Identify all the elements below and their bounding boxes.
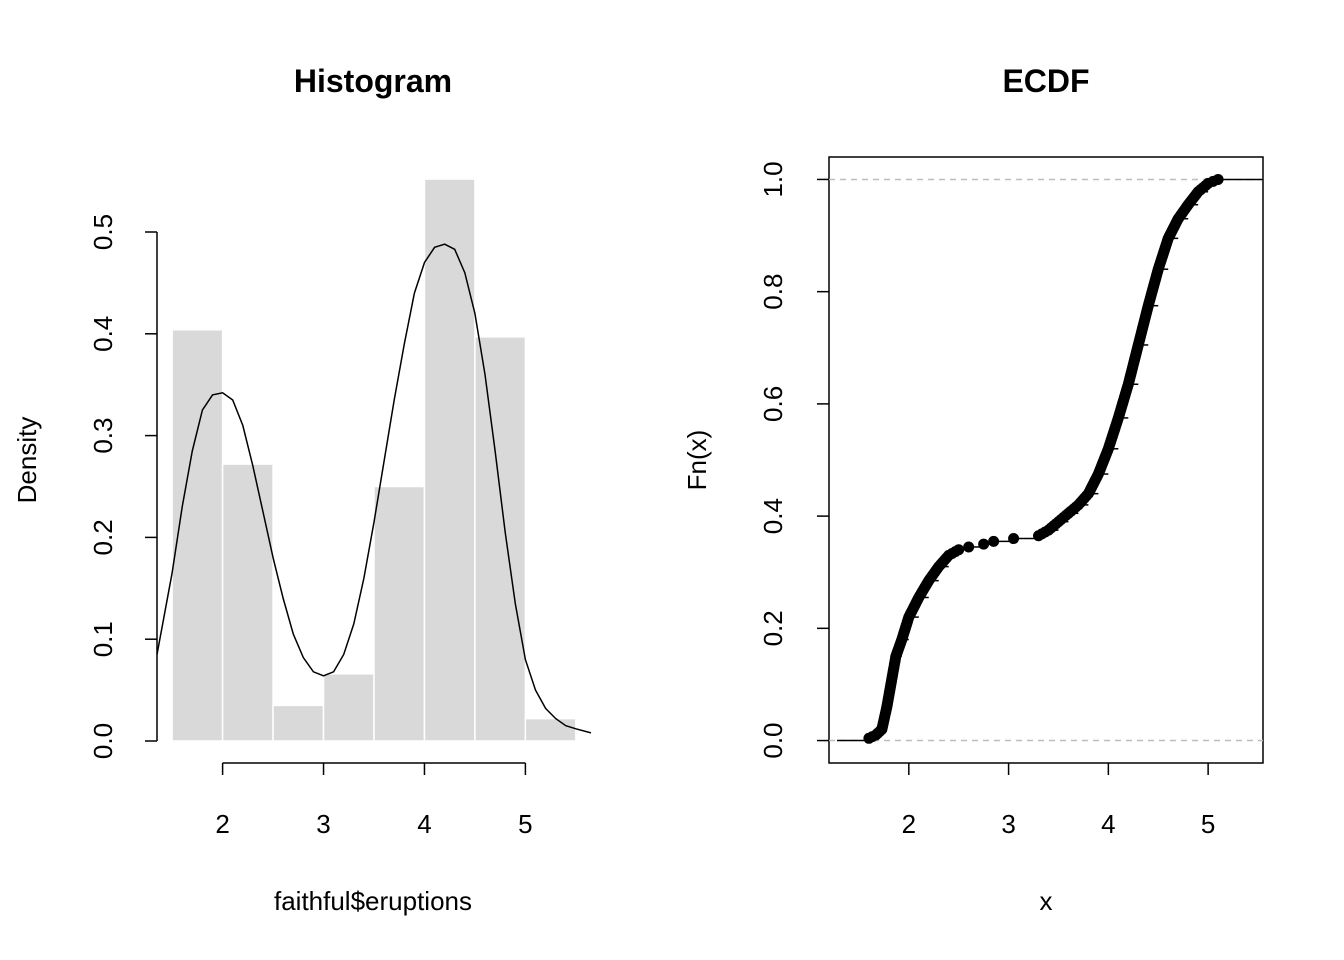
ecdf-x-label: x bbox=[1040, 886, 1053, 916]
histogram-y-tick-label: 0.3 bbox=[88, 418, 118, 454]
ecdf-point bbox=[953, 544, 965, 556]
ecdf-y-tick-label: 0.0 bbox=[758, 722, 788, 758]
histogram-x-tick-label: 2 bbox=[215, 809, 229, 839]
histogram-x-label: faithful$eruptions bbox=[274, 886, 472, 916]
histogram-y-label: Density bbox=[12, 417, 42, 504]
ecdf-plot-box bbox=[828, 156, 1264, 764]
histogram-y-tick-label: 0.1 bbox=[88, 621, 118, 657]
ecdf-point bbox=[988, 535, 1000, 547]
histogram-axes: 0.0 0.1 0.2 0.3 0.4 0.5 2 3 4 5 bbox=[88, 214, 533, 839]
ecdf-point bbox=[978, 538, 990, 550]
ecdf-axes: 0.0 0.2 0.4 0.6 0.8 1.0 2 3 4 5 bbox=[758, 161, 1215, 839]
ecdf-points bbox=[863, 173, 1224, 744]
histogram-bars bbox=[171, 178, 577, 742]
histogram-y-tick-label: 0.0 bbox=[88, 723, 118, 759]
histogram-bar bbox=[221, 463, 274, 742]
histogram-bar bbox=[272, 704, 325, 742]
histogram-y-tick-label: 0.4 bbox=[88, 316, 118, 352]
ecdf-point bbox=[1212, 173, 1224, 185]
histogram-y-tick-label: 0.2 bbox=[88, 519, 118, 555]
histogram-title: Histogram bbox=[294, 63, 452, 99]
ecdf-x-tick-label: 2 bbox=[902, 809, 916, 839]
ecdf-title: ECDF bbox=[1002, 63, 1089, 99]
histogram-panel: Histogram faithful$eruptions Density 0.0… bbox=[12, 63, 592, 916]
histogram-x-tick-label: 3 bbox=[316, 809, 330, 839]
histogram-bar bbox=[474, 336, 527, 742]
histogram-x-tick-label: 5 bbox=[518, 809, 532, 839]
ecdf-x-tick-label: 4 bbox=[1101, 809, 1115, 839]
ecdf-x-tick-label: 5 bbox=[1201, 809, 1215, 839]
ecdf-y-tick-label: 0.8 bbox=[758, 274, 788, 310]
ecdf-y-label: Fn(x) bbox=[682, 430, 712, 491]
ecdf-point bbox=[1008, 533, 1020, 545]
ecdf-y-tick-label: 0.4 bbox=[758, 498, 788, 534]
histogram-x-tick-label: 4 bbox=[417, 809, 431, 839]
histogram-bar bbox=[524, 717, 577, 742]
ecdf-x-tick-label: 3 bbox=[1001, 809, 1015, 839]
ecdf-y-tick-label: 0.2 bbox=[758, 610, 788, 646]
histogram-bar bbox=[373, 485, 426, 742]
density-curve bbox=[156, 243, 592, 734]
histogram-bar bbox=[322, 673, 375, 742]
ecdf-y-tick-label: 1.0 bbox=[758, 161, 788, 197]
ecdf-y-tick-label: 0.6 bbox=[758, 386, 788, 422]
histogram-bar bbox=[423, 178, 476, 742]
ecdf-panel: ECDF x Fn(x) 0.0 0.2 0.4 0.6 0.8 1.0 2 3 4 5 bbox=[682, 63, 1264, 916]
histogram-bar bbox=[171, 328, 224, 742]
ecdf-point bbox=[963, 541, 975, 553]
histogram-y-tick-label: 0.5 bbox=[88, 214, 118, 250]
